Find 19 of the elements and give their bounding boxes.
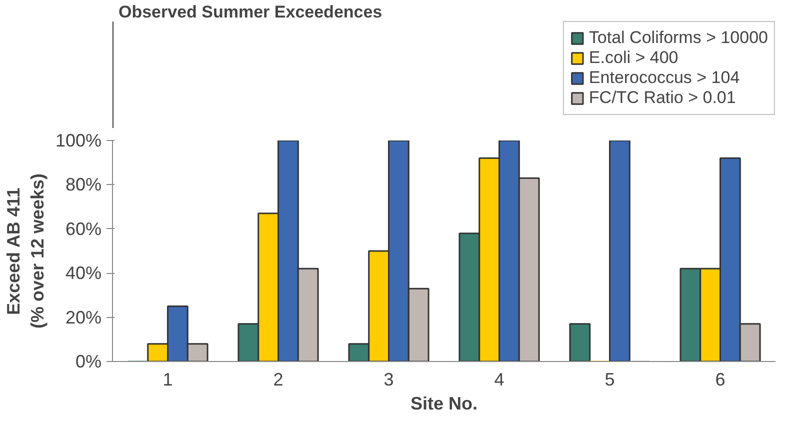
y-tick-label: 40% bbox=[65, 263, 102, 284]
x-tick-label: 6 bbox=[715, 370, 726, 390]
y-tick-label: 20% bbox=[65, 307, 102, 328]
y-tick-label: 60% bbox=[65, 218, 102, 239]
x-tick-label: 4 bbox=[494, 370, 504, 390]
chart-title: Observed Summer Exceedences bbox=[118, 2, 382, 22]
x-tick-label: 2 bbox=[273, 370, 284, 390]
legend-label: Enterococcus > 104 bbox=[588, 68, 740, 88]
x-tick-label: 5 bbox=[604, 370, 615, 390]
legend-label: FC/TC Ratio > 0.01 bbox=[588, 88, 736, 108]
legend-label: E.coli > 400 bbox=[588, 48, 678, 68]
x-axis-title: Site No. bbox=[410, 394, 478, 414]
x-tick-label: 3 bbox=[384, 370, 394, 390]
y-tick-label: 80% bbox=[65, 174, 102, 195]
y-tick-label: 0% bbox=[75, 352, 102, 372]
y-axis-title: Exceed AB 411 (% over 12 weeks) bbox=[3, 173, 48, 329]
legend-label: Total Coliforms > 10000 bbox=[588, 28, 768, 48]
y-tick-label: 100% bbox=[55, 130, 102, 150]
x-tick-label: 1 bbox=[162, 370, 173, 390]
